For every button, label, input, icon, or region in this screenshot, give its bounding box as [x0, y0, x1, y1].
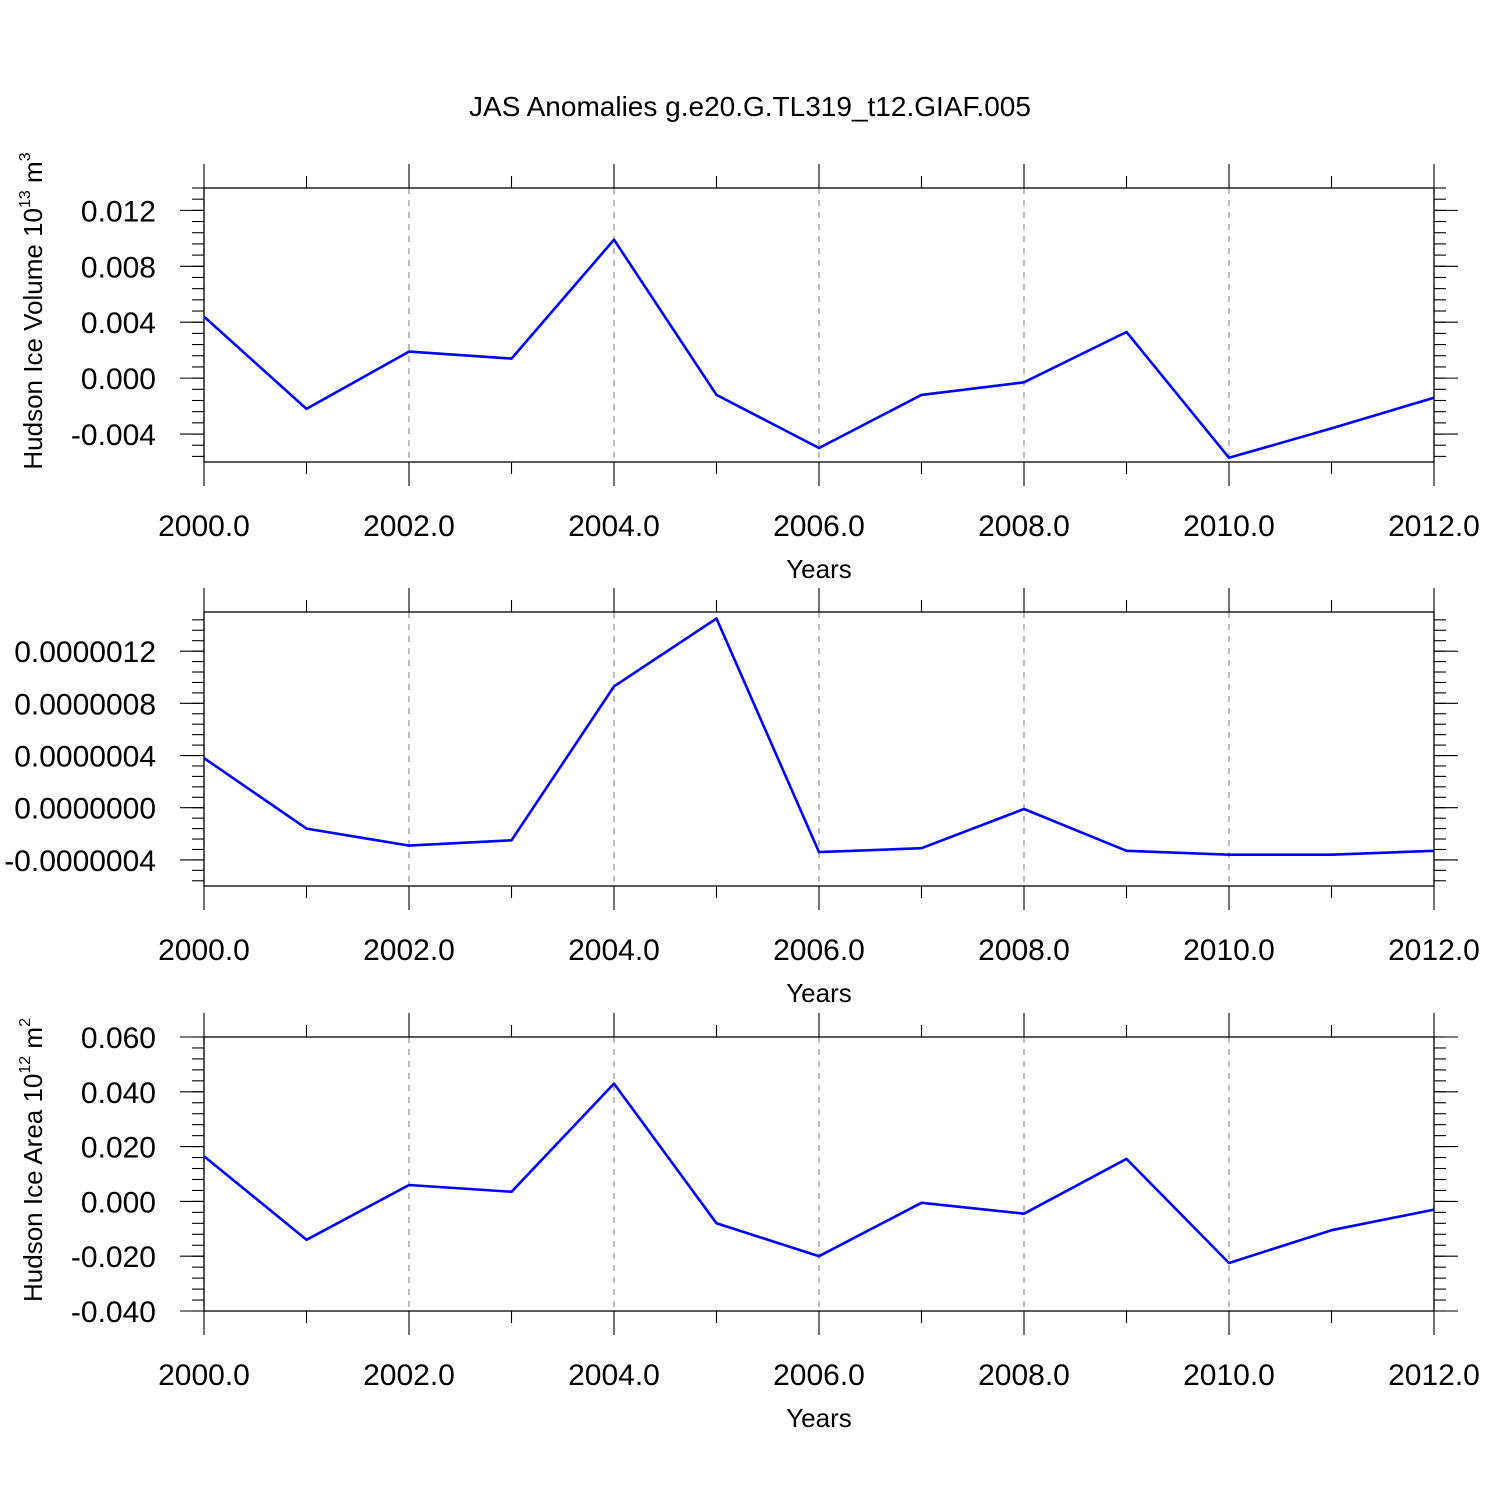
x-tick-label: 2002.0	[363, 934, 455, 967]
x-tick-label: 2000.0	[158, 1359, 250, 1392]
x-tick-label: 2010.0	[1183, 1359, 1275, 1392]
x-tick-label: 2004.0	[568, 510, 660, 543]
panel-1: 2000.0 2002.0 2004.0 2006.0 2008.0 2010.0 2012…	[17, 152, 1480, 584]
y-tick-label: 0.012	[81, 195, 156, 228]
y-axis-title-part: Hudson Ice Area 10	[18, 1074, 48, 1302]
y-tick-label: 0.0000004	[14, 741, 156, 774]
y-tick-label: -0.0000004	[4, 845, 156, 878]
x-tick-label: 2002.0	[363, 1359, 455, 1392]
x-tick-label: 2004.0	[568, 1359, 660, 1392]
x-tick-label: 2008.0	[978, 934, 1070, 967]
x-tick-label: 2012.0	[1388, 510, 1480, 543]
x-tick-label: 2008.0	[978, 1359, 1070, 1392]
y-axis-title: Hudson Ice Volume 1013 m3	[17, 152, 48, 469]
x-tick-label: 2010.0	[1183, 934, 1275, 967]
x-tick-label: 2012.0	[1388, 934, 1480, 967]
y-tick-label: 0.004	[81, 307, 156, 340]
panel-3: 2000.0 2002.0 2004.0 2006.0 2008.0 2010.0 2012…	[17, 1013, 1480, 1433]
x-axis-title: Years	[786, 978, 852, 1008]
y-tick-label: 0.040	[81, 1077, 156, 1110]
y-axis-title-superscript: 13	[17, 190, 34, 208]
x-axis-title: Years	[786, 1403, 852, 1433]
y-axis-title-superscript: 12	[17, 1056, 34, 1074]
series-line	[203, 617, 1435, 857]
series-line	[203, 238, 1435, 460]
y-axis-title-superscript: 2	[17, 1018, 34, 1027]
x-tick-label: 2006.0	[773, 934, 865, 967]
y-tick-label: -0.020	[71, 1241, 156, 1274]
y-tick-label: 0.0000008	[14, 688, 156, 721]
y-tick-label: 0.000	[81, 363, 156, 396]
y-axis-title-part: m	[18, 1027, 48, 1056]
y-axis-title-part: m	[18, 161, 48, 190]
y-tick-label: 0.008	[81, 251, 156, 284]
y-tick-label: -0.004	[71, 419, 156, 452]
x-tick-label: 2000.0	[158, 510, 250, 543]
x-tick-label: 2004.0	[568, 934, 660, 967]
y-tick-label: 0.060	[81, 1022, 156, 1055]
y-tick-label: 0.0000000	[14, 793, 156, 826]
x-tick-label: 2000.0	[158, 934, 250, 967]
series-line	[203, 1082, 1435, 1265]
x-tick-label: 2012.0	[1388, 1359, 1480, 1392]
x-axis-title: Years	[786, 554, 852, 584]
y-tick-label: -0.040	[71, 1296, 156, 1329]
x-tick-label: 2008.0	[978, 510, 1070, 543]
x-tick-label: 2006.0	[773, 1359, 865, 1392]
y-axis-title: Hudson Ice Area 1012 m2	[17, 1018, 48, 1302]
panel-2: 2000.0 2002.0 2004.0 2006.0 2008.0 2010.0 2012…	[4, 588, 1480, 1008]
x-tick-label: 2010.0	[1183, 510, 1275, 543]
x-tick-label: 2002.0	[363, 510, 455, 543]
y-tick-label: 0.020	[81, 1132, 156, 1165]
figure-title: JAS Anomalies g.e20.G.TL319_t12.GIAF.005	[469, 91, 1031, 122]
y-tick-label: 0.000	[81, 1186, 156, 1219]
y-axis-title-part: Hudson Ice Volume 10	[18, 208, 48, 470]
y-axis-title-superscript: 3	[17, 152, 34, 161]
y-tick-label: 0.0000012	[14, 636, 156, 669]
x-tick-label: 2006.0	[773, 510, 865, 543]
